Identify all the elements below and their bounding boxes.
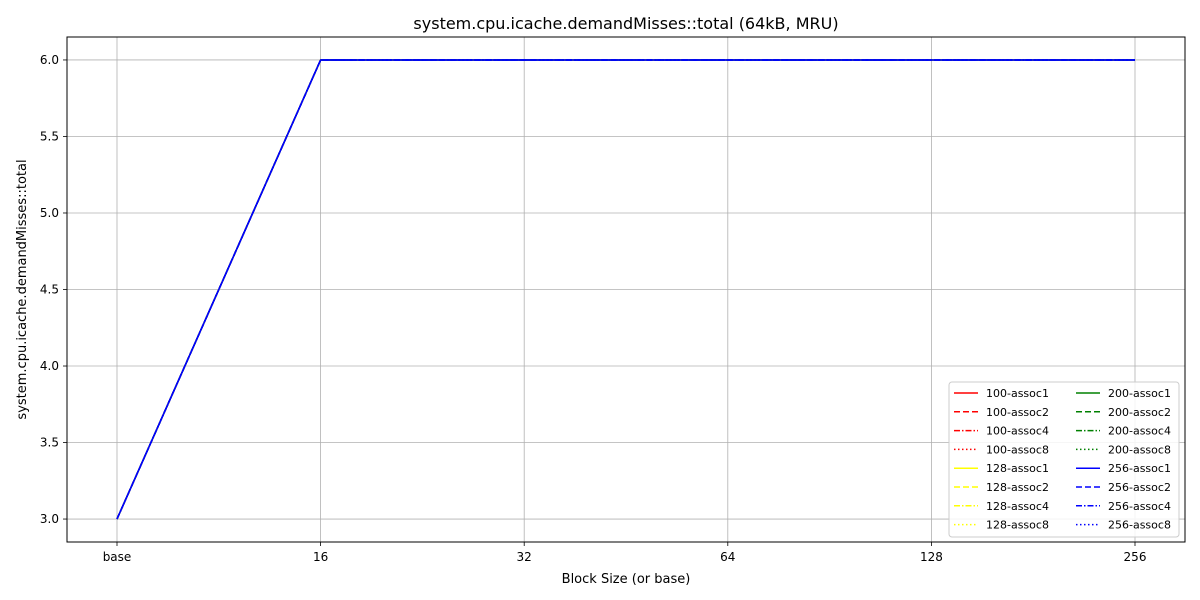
- legend-label: 256-assoc8: [1108, 519, 1171, 532]
- legend-label: 100-assoc4: [986, 425, 1049, 438]
- x-tick-label: 32: [517, 550, 532, 564]
- y-axis-title: system.cpu.icache.demandMisses::total: [15, 159, 30, 419]
- y-tick-label: 5.0: [40, 206, 59, 220]
- x-axis-ticks: base 16 32 64 128 256: [103, 542, 1147, 564]
- legend-label: 128-assoc1: [986, 462, 1049, 475]
- x-tick-label: 128: [920, 550, 943, 564]
- x-tick-label: base: [103, 550, 132, 564]
- legend-label: 200-assoc1: [1108, 387, 1171, 400]
- y-tick-label: 4.0: [40, 359, 59, 373]
- y-axis-ticks: 3.0 3.5 4.0 4.5 5.0 5.5 6.0: [40, 53, 67, 526]
- y-tick-label: 5.5: [40, 129, 59, 143]
- legend-box: [948, 381, 1180, 538]
- legend-label: 200-assoc8: [1108, 443, 1171, 456]
- y-tick-label: 6.0: [40, 53, 59, 67]
- legend-label: 256-assoc4: [1108, 500, 1171, 513]
- series-lines: [116, 59, 1135, 520]
- series-line-256-assoc4: [116, 59, 1135, 520]
- y-tick-label: 4.5: [40, 283, 59, 297]
- chart-title: system.cpu.icache.demandMisses::total (6…: [413, 14, 838, 33]
- y-tick-label: 3.5: [40, 436, 59, 450]
- x-tick-label: 16: [313, 550, 328, 564]
- legend-label: 100-assoc2: [986, 406, 1049, 419]
- x-tick-label: 64: [720, 550, 735, 564]
- x-tick-label: 256: [1124, 550, 1147, 564]
- legend-label: 128-assoc8: [986, 519, 1049, 532]
- legend-label: 100-assoc1: [986, 387, 1049, 400]
- legend-label: 200-assoc2: [1108, 406, 1171, 419]
- legend-label: 128-assoc2: [986, 481, 1049, 494]
- legend-label: 100-assoc8: [986, 443, 1049, 456]
- legend-label: 256-assoc1: [1108, 462, 1171, 475]
- x-axis-title: Block Size (or base): [562, 572, 691, 587]
- legend-label: 128-assoc4: [986, 500, 1049, 513]
- legend: 100-assoc1 100-assoc2 100-assoc4 100-assoc8…: [948, 381, 1180, 538]
- legend-label: 256-assoc2: [1108, 481, 1171, 494]
- y-tick-label: 3.0: [40, 512, 59, 526]
- legend-label: 200-assoc4: [1108, 425, 1171, 438]
